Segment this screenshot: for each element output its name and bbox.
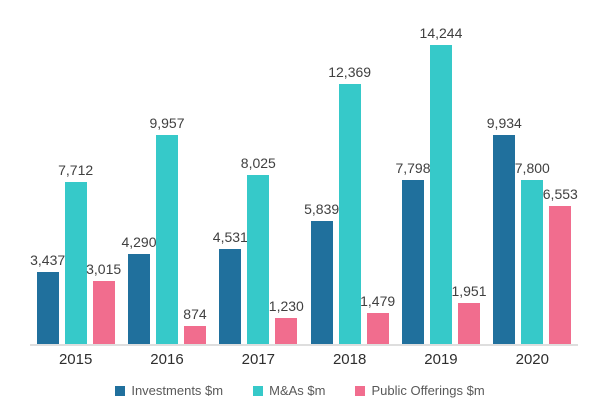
- bar: [429, 45, 452, 344]
- legend: Investments $m M&As $m Public Offerings $m: [0, 383, 600, 398]
- legend-item: Investments $m: [115, 383, 223, 398]
- plot-area: 3,437 7,712 3,015 4,290 9,957 874 4,531 8,025 1,…: [30, 20, 578, 346]
- value-label: 6,553: [542, 186, 578, 202]
- bar: [127, 254, 150, 344]
- bar: [247, 175, 270, 344]
- bar-group-2017: 4,531 8,025 1,230: [213, 156, 304, 344]
- legend-item: Public Offerings $m: [355, 383, 485, 398]
- bar: [549, 206, 572, 344]
- bar-column: 8,025: [241, 156, 276, 344]
- bar-column: 14,244: [420, 26, 462, 344]
- bar-group-2019: 7,798 14,244 1,951: [395, 26, 486, 344]
- bar-column: 4,531: [213, 230, 248, 344]
- bar: [183, 326, 206, 344]
- bar: [155, 135, 178, 344]
- bar-column: 874: [183, 307, 207, 344]
- bar: [92, 281, 115, 344]
- value-label: 1,479: [360, 293, 396, 309]
- bar-column: 4,290: [121, 235, 157, 344]
- value-label: 4,531: [212, 229, 248, 245]
- bar-column: 7,798: [395, 161, 430, 344]
- bar: [64, 182, 87, 344]
- legend-swatch-icon: [115, 385, 126, 396]
- bar: [521, 180, 544, 344]
- bar-column: 6,553: [543, 187, 578, 344]
- x-axis-label: 2020: [515, 351, 549, 368]
- bar-column: 7,800: [515, 161, 550, 344]
- legend-item: M&As $m: [253, 383, 325, 398]
- value-label: 8,025: [240, 155, 276, 171]
- bar: [457, 303, 480, 344]
- legend-label: Investments $m: [131, 383, 224, 398]
- value-label: 7,800: [514, 160, 550, 176]
- x-axis-label: 2018: [332, 351, 367, 368]
- bar-column: 1,230: [269, 299, 304, 344]
- bar-column: 3,437: [30, 253, 65, 344]
- value-label: 7,798: [395, 160, 431, 176]
- bar-column: 3,015: [86, 262, 121, 344]
- x-axis-label: 2015: [58, 351, 93, 368]
- bar-group-2016: 4,290 9,957 874: [121, 116, 207, 344]
- value-label: 1,951: [451, 283, 487, 299]
- value-label: 5,839: [304, 201, 340, 217]
- bar-column: 1,951: [451, 284, 486, 344]
- bar: [493, 135, 516, 344]
- bar: [310, 221, 333, 344]
- value-label: 14,244: [419, 25, 463, 41]
- x-axis-label: 2019: [424, 351, 458, 368]
- value-label: 3,015: [86, 261, 122, 277]
- legend-label: M&As $m: [269, 383, 326, 398]
- bar-column: 5,839: [304, 202, 339, 344]
- value-label: 1,230: [268, 298, 304, 314]
- bar-group-2018: 5,839 12,369 1,479: [304, 65, 395, 344]
- legend-swatch-icon: [253, 385, 264, 396]
- bar-column: 12,369: [328, 65, 371, 344]
- value-label: 12,369: [328, 64, 372, 80]
- x-axis-label: 2016: [150, 351, 184, 368]
- legend-swatch-icon: [355, 385, 366, 396]
- x-axis: 2015 2016 2017 2018 2019 2020: [30, 351, 578, 368]
- bar: [366, 313, 389, 344]
- value-label: 9,957: [149, 115, 185, 131]
- bar: [275, 318, 298, 344]
- value-label: 9,934: [486, 115, 522, 131]
- bar-column: 1,479: [360, 294, 395, 344]
- value-label: 4,290: [121, 234, 157, 250]
- bar: [338, 84, 361, 344]
- bar-group-2020: 9,934 7,800 6,553: [487, 116, 578, 344]
- x-axis-label: 2017: [241, 351, 275, 368]
- bar: [36, 272, 59, 344]
- value-label: 3,437: [30, 252, 66, 268]
- value-label: 874: [183, 306, 207, 322]
- bar-column: 9,934: [487, 116, 522, 344]
- bar: [219, 249, 242, 344]
- value-label: 7,712: [58, 162, 94, 178]
- legend-label: Public Offerings $m: [371, 383, 485, 398]
- bar-column: 9,957: [149, 116, 185, 344]
- bar-column: 7,712: [58, 163, 93, 344]
- bar-group-2015: 3,437 7,712 3,015: [30, 163, 121, 344]
- bar: [401, 180, 424, 344]
